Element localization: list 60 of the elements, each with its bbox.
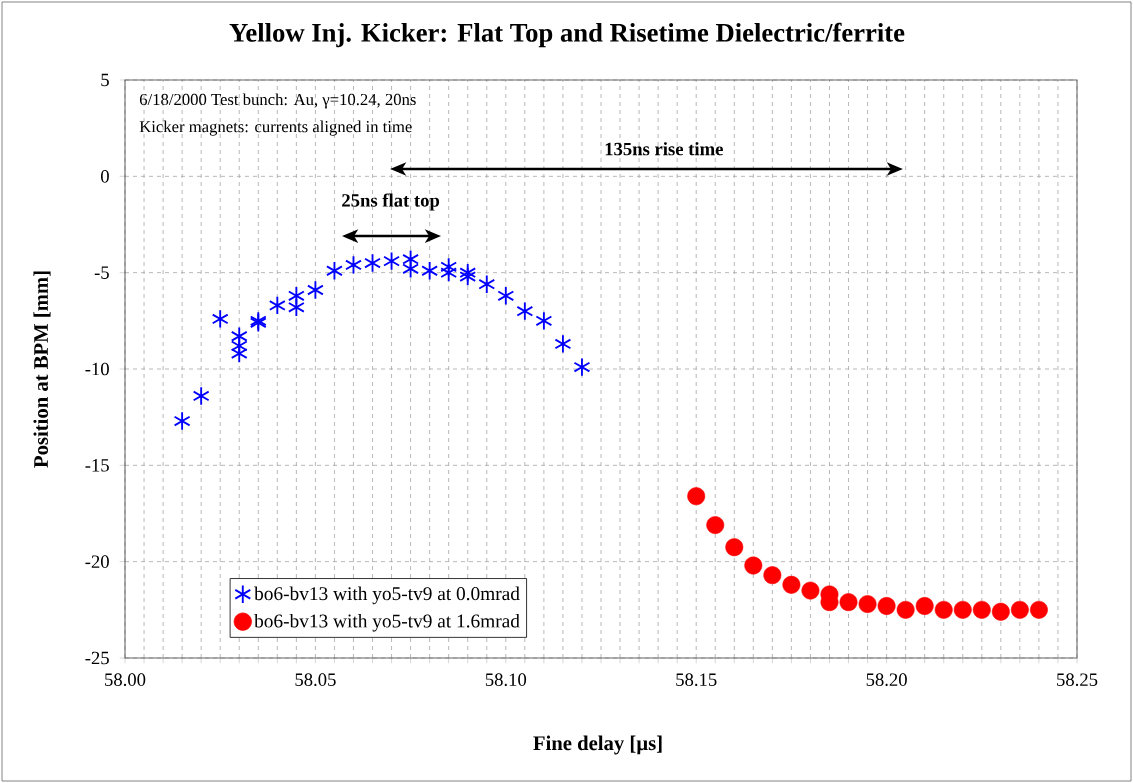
x-tick-label: 58.00 [105, 673, 146, 687]
point [1010, 600, 1029, 619]
point [268, 295, 286, 316]
point [934, 600, 953, 619]
point [459, 266, 477, 287]
point [478, 274, 496, 294]
annotation: 25ns flat top [342, 193, 440, 211]
point [497, 286, 515, 306]
point [554, 334, 572, 354]
point [211, 309, 229, 329]
x-axis-title: Fine delay [µs] [533, 735, 662, 755]
point [421, 261, 439, 281]
point [839, 593, 858, 612]
x-tick-label: 58.05 [295, 673, 336, 687]
point [763, 566, 782, 585]
point [991, 602, 1010, 621]
y-tick-label: 5 [101, 73, 109, 87]
annotation: Kicker magnets: currents aligned in time [139, 120, 412, 136]
point [573, 357, 591, 377]
point [744, 556, 763, 575]
y-tick-label: -5 [94, 266, 109, 279]
point [306, 280, 324, 300]
point [877, 597, 896, 615]
point [173, 411, 191, 431]
x-tick-label: 58.25 [1057, 673, 1098, 687]
point [326, 261, 343, 281]
point [1029, 600, 1048, 619]
point [858, 595, 877, 613]
annotation: 135ns rise time [605, 142, 723, 156]
y-tick-label: -20 [85, 555, 109, 568]
x-tick-label: 58.20 [866, 673, 907, 687]
point [725, 538, 744, 557]
y-tick-label: -25 [85, 651, 109, 665]
point [383, 251, 401, 271]
point [972, 600, 991, 619]
x-tick-label: 58.10 [485, 673, 527, 687]
point [706, 516, 725, 534]
point [896, 600, 915, 619]
legend-label: bo6-bv13 with yo5-tv9 at 0.0mrad [254, 586, 520, 605]
point [915, 597, 934, 615]
point [440, 263, 458, 283]
legend-label: bo6-bv13 with yo5-tv9 at 1.6mrad [254, 613, 520, 632]
y-tick-label: 0 [101, 170, 109, 183]
y-axis-title: Position at BPM [mm] [33, 271, 51, 468]
point [687, 487, 706, 506]
point [782, 575, 801, 594]
point [364, 253, 381, 273]
x-tick-label: 58.15 [676, 673, 717, 687]
y-tick-label: -10 [85, 362, 109, 376]
point [535, 311, 553, 331]
point [345, 255, 362, 275]
point [801, 581, 820, 600]
annotation: 6/18/2000 Test bunch: Au, γ=10.24, 20ns [139, 93, 416, 109]
chart-title: Yellow Inj. Kicker: Flat Top and Risetime Dielectric/ferrite [229, 22, 905, 48]
point [516, 301, 534, 321]
y-tick-label: -15 [85, 459, 109, 472]
point [402, 259, 420, 279]
point [192, 386, 210, 406]
point [287, 297, 305, 317]
point [953, 600, 972, 619]
